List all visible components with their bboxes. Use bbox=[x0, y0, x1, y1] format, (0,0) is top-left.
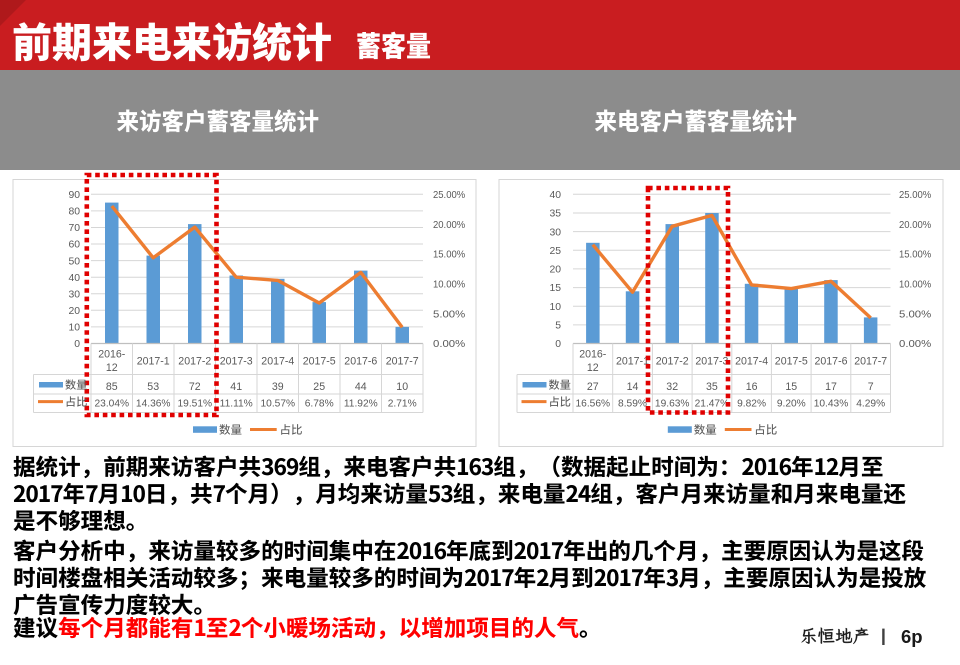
svg-text:2017-5: 2017-5 bbox=[775, 356, 808, 368]
svg-text:2017-1: 2017-1 bbox=[137, 356, 170, 368]
svg-text:2016-: 2016- bbox=[98, 349, 126, 361]
svg-text:70: 70 bbox=[68, 223, 80, 234]
svg-text:0.00%: 0.00% bbox=[899, 339, 931, 350]
svg-text:15.00%: 15.00% bbox=[433, 250, 465, 261]
svg-text:15.00%: 15.00% bbox=[899, 250, 931, 261]
svg-text:20: 20 bbox=[68, 306, 80, 317]
svg-text:27: 27 bbox=[587, 381, 599, 393]
svg-text:14: 14 bbox=[627, 381, 639, 393]
svg-text:25: 25 bbox=[313, 381, 325, 393]
svg-text:2017-5: 2017-5 bbox=[303, 356, 336, 368]
svg-text:6.78%: 6.78% bbox=[305, 398, 334, 409]
svg-text:72: 72 bbox=[189, 381, 201, 393]
svg-text:25: 25 bbox=[549, 246, 561, 257]
svg-text:2017-7: 2017-7 bbox=[386, 356, 419, 368]
svg-text:8.59%: 8.59% bbox=[618, 398, 647, 409]
svg-text:10: 10 bbox=[549, 302, 561, 313]
svg-text:10.00%: 10.00% bbox=[899, 280, 931, 291]
svg-text:10: 10 bbox=[396, 381, 408, 393]
svg-text:19.63%: 19.63% bbox=[655, 398, 690, 409]
svg-text:2016-: 2016- bbox=[579, 349, 607, 361]
svg-text:9.82%: 9.82% bbox=[737, 398, 766, 409]
svg-text:80: 80 bbox=[68, 207, 80, 218]
svg-text:10.57%: 10.57% bbox=[261, 398, 296, 409]
svg-text:10.43%: 10.43% bbox=[814, 398, 849, 409]
svg-text:35: 35 bbox=[706, 381, 718, 393]
svg-text:85: 85 bbox=[106, 381, 118, 393]
svg-text:35: 35 bbox=[549, 209, 561, 220]
svg-text:6p: 6p bbox=[901, 626, 923, 647]
svg-text:2017-3: 2017-3 bbox=[695, 356, 728, 368]
svg-text:10: 10 bbox=[68, 323, 80, 334]
svg-text:5.00%: 5.00% bbox=[899, 309, 931, 320]
svg-text:0.00%: 0.00% bbox=[433, 339, 465, 350]
svg-text:53: 53 bbox=[147, 381, 159, 393]
svg-text:44: 44 bbox=[355, 381, 367, 393]
svg-text:12: 12 bbox=[587, 362, 599, 374]
svg-text:21.47%: 21.47% bbox=[695, 398, 730, 409]
svg-text:30: 30 bbox=[68, 290, 80, 301]
svg-text:12: 12 bbox=[106, 362, 118, 374]
svg-text:20.00%: 20.00% bbox=[433, 220, 465, 231]
svg-text:90: 90 bbox=[68, 190, 80, 201]
svg-text:2017-4: 2017-4 bbox=[261, 356, 294, 368]
svg-text:2.71%: 2.71% bbox=[388, 398, 417, 409]
svg-text:11.11%: 11.11% bbox=[220, 398, 253, 409]
svg-text:60: 60 bbox=[68, 240, 80, 251]
svg-text:7: 7 bbox=[868, 381, 874, 393]
svg-text:20.00%: 20.00% bbox=[899, 220, 931, 231]
svg-text:19.51%: 19.51% bbox=[178, 398, 213, 409]
svg-text:2017-3: 2017-3 bbox=[220, 356, 253, 368]
svg-text:30: 30 bbox=[549, 227, 561, 238]
svg-text:2017-6: 2017-6 bbox=[344, 356, 377, 368]
svg-text:39: 39 bbox=[272, 381, 284, 393]
svg-text:25.00%: 25.00% bbox=[433, 190, 465, 201]
svg-text:15: 15 bbox=[549, 283, 561, 294]
svg-text:2017-4: 2017-4 bbox=[735, 356, 768, 368]
svg-text:16: 16 bbox=[746, 381, 758, 393]
svg-text:2017-7: 2017-7 bbox=[854, 356, 887, 368]
svg-text:2017-1: 2017-1 bbox=[616, 356, 649, 368]
svg-text:0: 0 bbox=[555, 339, 561, 350]
svg-text:16.56%: 16.56% bbox=[576, 398, 611, 409]
svg-text:2017-2: 2017-2 bbox=[656, 356, 689, 368]
svg-text:20: 20 bbox=[549, 265, 561, 276]
svg-text:14.36%: 14.36% bbox=[136, 398, 171, 409]
svg-text:9.20%: 9.20% bbox=[777, 398, 806, 409]
svg-text:50: 50 bbox=[68, 256, 80, 267]
svg-text:32: 32 bbox=[666, 381, 678, 393]
svg-text:5: 5 bbox=[555, 321, 561, 332]
svg-text:41: 41 bbox=[230, 381, 242, 393]
svg-text:10.00%: 10.00% bbox=[433, 280, 465, 291]
svg-text:15: 15 bbox=[785, 381, 797, 393]
svg-text:4.29%: 4.29% bbox=[856, 398, 885, 409]
svg-text:2017-6: 2017-6 bbox=[815, 356, 848, 368]
svg-text:40: 40 bbox=[68, 273, 80, 284]
svg-text:17: 17 bbox=[825, 381, 837, 393]
svg-text:0: 0 bbox=[74, 339, 80, 350]
svg-text:25.00%: 25.00% bbox=[899, 190, 931, 201]
svg-text:5.00%: 5.00% bbox=[433, 309, 465, 320]
svg-text:23.04%: 23.04% bbox=[95, 398, 130, 409]
svg-text:40: 40 bbox=[549, 190, 561, 201]
svg-text:11.92%: 11.92% bbox=[344, 398, 378, 409]
svg-text:2017-2: 2017-2 bbox=[178, 356, 211, 368]
